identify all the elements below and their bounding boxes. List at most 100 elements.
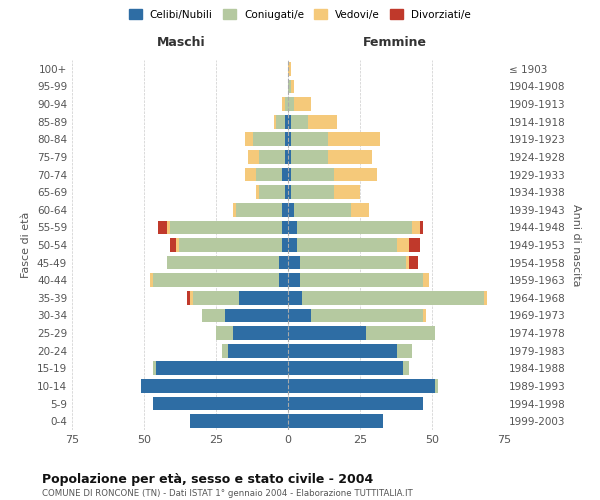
Bar — [227, 344, 288, 358]
Bar — [288, 186, 291, 199]
Text: COMUNE DI RONCONE (TN) - Dati ISTAT 1° gennaio 2004 - Elaborazione TUTTITALIA.IT: COMUNE DI RONCONE (TN) - Dati ISTAT 1° g… — [42, 489, 413, 498]
Bar — [253, 132, 285, 146]
Bar — [288, 344, 397, 358]
Bar — [282, 203, 288, 216]
Bar — [288, 132, 291, 146]
Bar — [190, 414, 288, 428]
Bar — [288, 150, 291, 164]
Bar — [248, 150, 259, 164]
Bar — [158, 220, 167, 234]
Bar — [288, 80, 291, 94]
Bar — [334, 168, 377, 181]
Bar — [288, 396, 424, 410]
Bar — [484, 291, 487, 304]
Bar — [288, 115, 291, 128]
Bar — [352, 203, 368, 216]
Bar — [170, 220, 282, 234]
Bar — [308, 115, 337, 128]
Text: Maschi: Maschi — [157, 36, 206, 50]
Bar — [285, 186, 288, 199]
Bar — [291, 168, 334, 181]
Bar — [409, 256, 418, 270]
Bar — [334, 186, 360, 199]
Bar — [288, 414, 383, 428]
Bar — [288, 168, 291, 181]
Bar — [288, 326, 366, 340]
Bar — [187, 291, 190, 304]
Bar — [288, 274, 299, 287]
Bar — [291, 186, 334, 199]
Bar — [328, 132, 380, 146]
Bar — [285, 115, 288, 128]
Bar — [285, 150, 288, 164]
Bar — [288, 291, 302, 304]
Bar — [403, 362, 409, 375]
Bar — [366, 326, 435, 340]
Bar — [259, 150, 285, 164]
Bar — [277, 115, 285, 128]
Legend: Celibi/Nubili, Coniugati/e, Vedovi/e, Divorziati/e: Celibi/Nubili, Coniugati/e, Vedovi/e, Di… — [125, 5, 475, 24]
Bar — [259, 186, 285, 199]
Bar — [294, 203, 352, 216]
Bar — [245, 168, 256, 181]
Bar — [291, 150, 328, 164]
Bar — [311, 308, 424, 322]
Bar — [288, 256, 299, 270]
Bar — [291, 115, 308, 128]
Bar — [291, 80, 294, 94]
Bar — [299, 256, 406, 270]
Bar — [421, 220, 424, 234]
Bar — [282, 238, 288, 252]
Text: Femmine: Femmine — [362, 36, 427, 50]
Bar — [170, 238, 176, 252]
Bar — [190, 291, 193, 304]
Bar — [233, 326, 288, 340]
Bar — [152, 274, 280, 287]
Bar — [288, 379, 435, 393]
Bar — [233, 203, 236, 216]
Bar — [282, 168, 288, 181]
Bar — [193, 291, 239, 304]
Bar — [216, 326, 233, 340]
Bar — [274, 115, 277, 128]
Bar — [245, 132, 253, 146]
Bar — [412, 220, 421, 234]
Bar — [288, 308, 311, 322]
Bar — [288, 362, 403, 375]
Bar — [288, 220, 296, 234]
Bar — [282, 97, 285, 111]
Bar — [424, 308, 426, 322]
Bar — [397, 344, 412, 358]
Bar — [167, 220, 170, 234]
Bar — [280, 256, 288, 270]
Bar — [424, 274, 429, 287]
Bar — [294, 97, 311, 111]
Bar — [291, 132, 328, 146]
Bar — [409, 238, 421, 252]
Bar — [155, 362, 288, 375]
Bar — [256, 186, 259, 199]
Bar — [256, 168, 282, 181]
Bar — [299, 274, 424, 287]
Bar — [296, 238, 397, 252]
Bar — [288, 62, 291, 76]
Bar — [152, 396, 288, 410]
Bar — [435, 379, 438, 393]
Bar — [224, 308, 288, 322]
Bar — [167, 256, 280, 270]
Bar — [222, 344, 227, 358]
Bar — [236, 203, 282, 216]
Bar — [406, 256, 409, 270]
Text: Popolazione per età, sesso e stato civile - 2004: Popolazione per età, sesso e stato civil… — [42, 472, 373, 486]
Bar — [179, 238, 282, 252]
Bar — [202, 308, 224, 322]
Y-axis label: Fasce di età: Fasce di età — [22, 212, 31, 278]
Y-axis label: Anni di nascita: Anni di nascita — [571, 204, 581, 286]
Bar — [328, 150, 371, 164]
Bar — [176, 238, 179, 252]
Bar — [302, 291, 484, 304]
Bar — [285, 132, 288, 146]
Bar — [239, 291, 288, 304]
Bar — [282, 220, 288, 234]
Bar — [150, 274, 152, 287]
